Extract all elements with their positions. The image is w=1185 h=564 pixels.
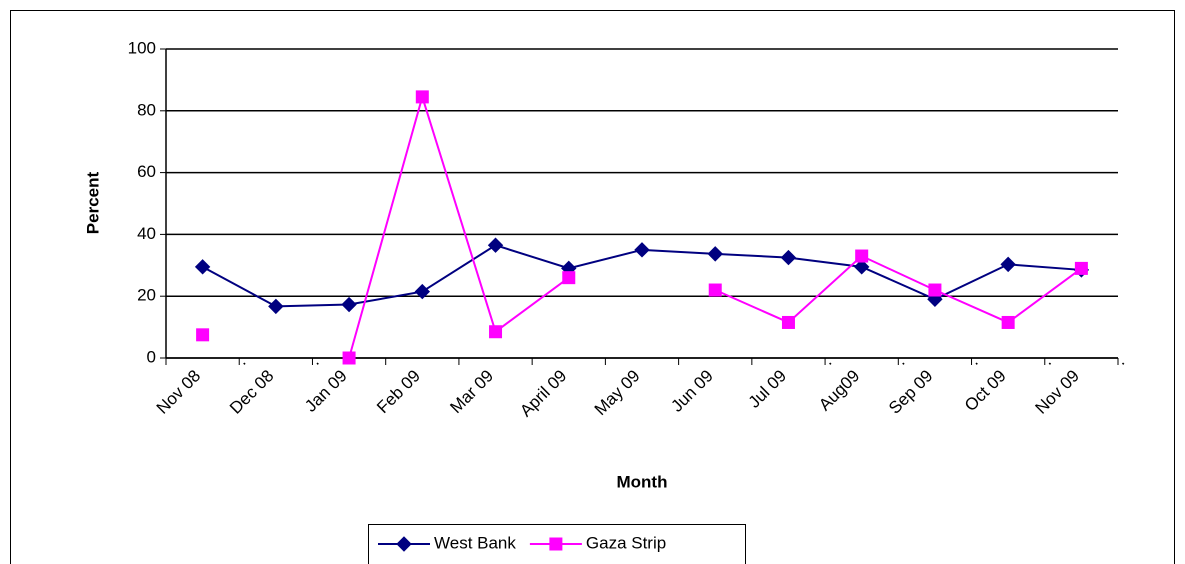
data-point — [196, 328, 210, 342]
data-point — [487, 237, 504, 253]
x-tick-label: Nov 09. — [1032, 337, 1129, 434]
data-point — [1074, 261, 1088, 275]
x-tick-label: April 09 — [517, 367, 571, 421]
data-point — [1000, 256, 1016, 273]
x-tick-label: Jun 09 — [668, 367, 718, 417]
data-point — [489, 325, 503, 339]
y-axis-label: Percent — [83, 171, 102, 234]
data-point — [781, 315, 795, 329]
x-tick-label: Aug09. — [815, 337, 908, 430]
data-point — [268, 298, 284, 315]
y-tick-label: 40 — [137, 224, 156, 243]
y-tick-label: 60 — [137, 162, 156, 181]
data-point — [342, 351, 356, 365]
data-point — [707, 246, 723, 262]
series-line — [348, 93, 570, 359]
legend-label: West Bank — [434, 533, 516, 552]
y-tick-label: 0 — [147, 347, 156, 366]
x-tick-label: Jul 09. — [745, 337, 836, 428]
x-tick-label: May 09 — [591, 367, 644, 420]
data-point — [194, 259, 211, 275]
data-point — [928, 283, 942, 297]
data-point — [341, 296, 357, 313]
data-point — [708, 283, 722, 297]
x-tick-label: Jan 09 — [302, 367, 352, 417]
data-point — [855, 249, 869, 263]
data-point — [415, 90, 429, 104]
x-tick-label: Oct 09. — [961, 337, 1055, 431]
y-tick-label: 100 — [128, 38, 156, 57]
x-tick-label: Dec 08. — [226, 337, 323, 434]
x-tick-label: Feb 09 — [373, 367, 424, 418]
x-tick-label: Sep 09. — [885, 337, 982, 434]
data-point — [1001, 315, 1015, 329]
legend-label: Gaza Strip — [586, 533, 666, 552]
legend-marker — [549, 537, 563, 551]
y-tick-label: 80 — [137, 100, 156, 119]
series-line — [714, 254, 1082, 324]
data-point — [562, 271, 576, 285]
data-point — [853, 259, 870, 275]
legend-marker — [396, 536, 412, 552]
chart-frame — [10, 10, 1175, 564]
x-axis-label: Month — [617, 472, 668, 491]
data-point — [634, 242, 650, 258]
x-tick-label: Mar 09 — [447, 367, 498, 418]
y-tick-label: 20 — [137, 286, 156, 305]
data-point — [414, 283, 431, 300]
data-point — [780, 249, 797, 266]
x-tick-label: Nov 08. — [153, 337, 250, 434]
